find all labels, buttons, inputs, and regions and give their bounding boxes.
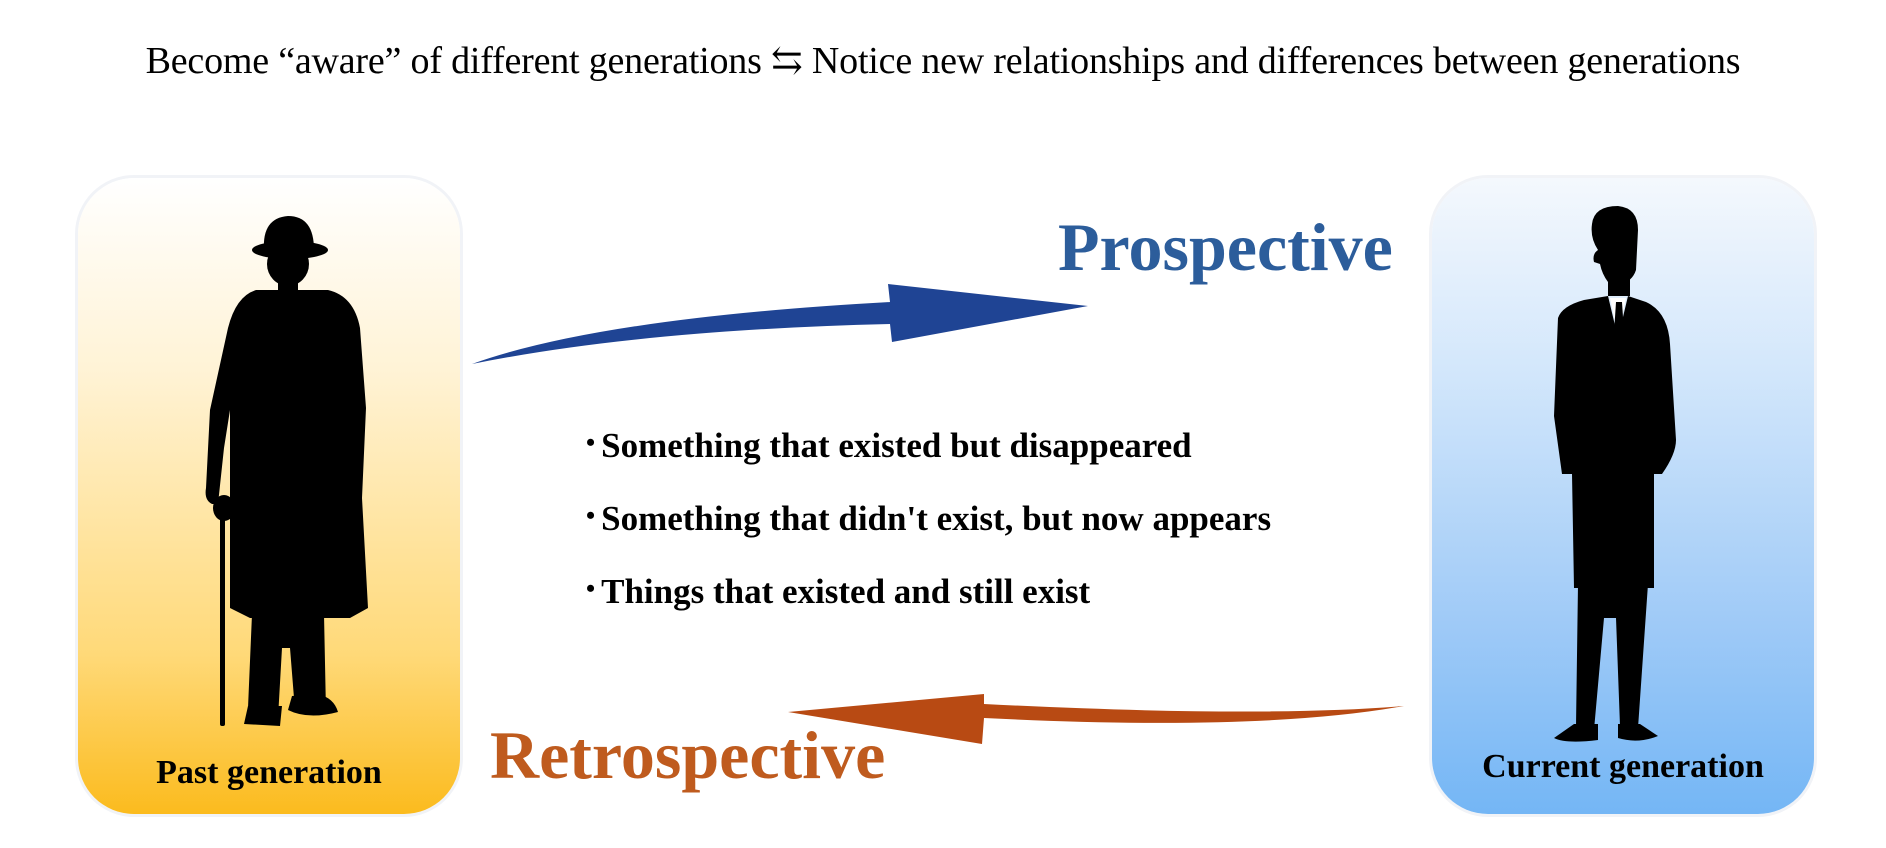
bullet-list: • Something that existed but disappeared … xyxy=(586,408,1271,627)
curved-arrow-left-icon xyxy=(788,694,1404,744)
bullet-marker: • xyxy=(586,574,596,603)
headline: Become “aware” of different generations … xyxy=(145,40,1741,82)
past-generation-panel: Past generation xyxy=(78,178,460,814)
businessman-silhouette-icon xyxy=(1554,206,1676,742)
bullet-item: • Something that existed but disappeared xyxy=(586,408,1271,481)
current-generation-label: Current generation xyxy=(1482,748,1764,785)
curved-arrow-right-icon xyxy=(472,284,1088,364)
bullet-marker: • xyxy=(586,428,596,457)
retrospective-label: Retrospective xyxy=(490,717,886,793)
bullet-text: Things that existed and still exist xyxy=(601,572,1091,611)
bullet-marker: • xyxy=(586,501,596,530)
prospective-label: Prospective xyxy=(1058,209,1393,285)
elderly-man-silhouette-icon xyxy=(205,216,368,726)
past-generation-label: Past generation xyxy=(156,754,382,791)
bullet-item: • Things that existed and still exist xyxy=(586,554,1271,627)
current-generation-panel: Current generation xyxy=(1432,178,1814,814)
bullet-item: • Something that didn't exist, but now ap… xyxy=(586,481,1271,554)
bullet-text: Something that didn't exist, but now app… xyxy=(601,499,1272,538)
bullet-text: Something that existed but disappeared xyxy=(601,426,1192,465)
